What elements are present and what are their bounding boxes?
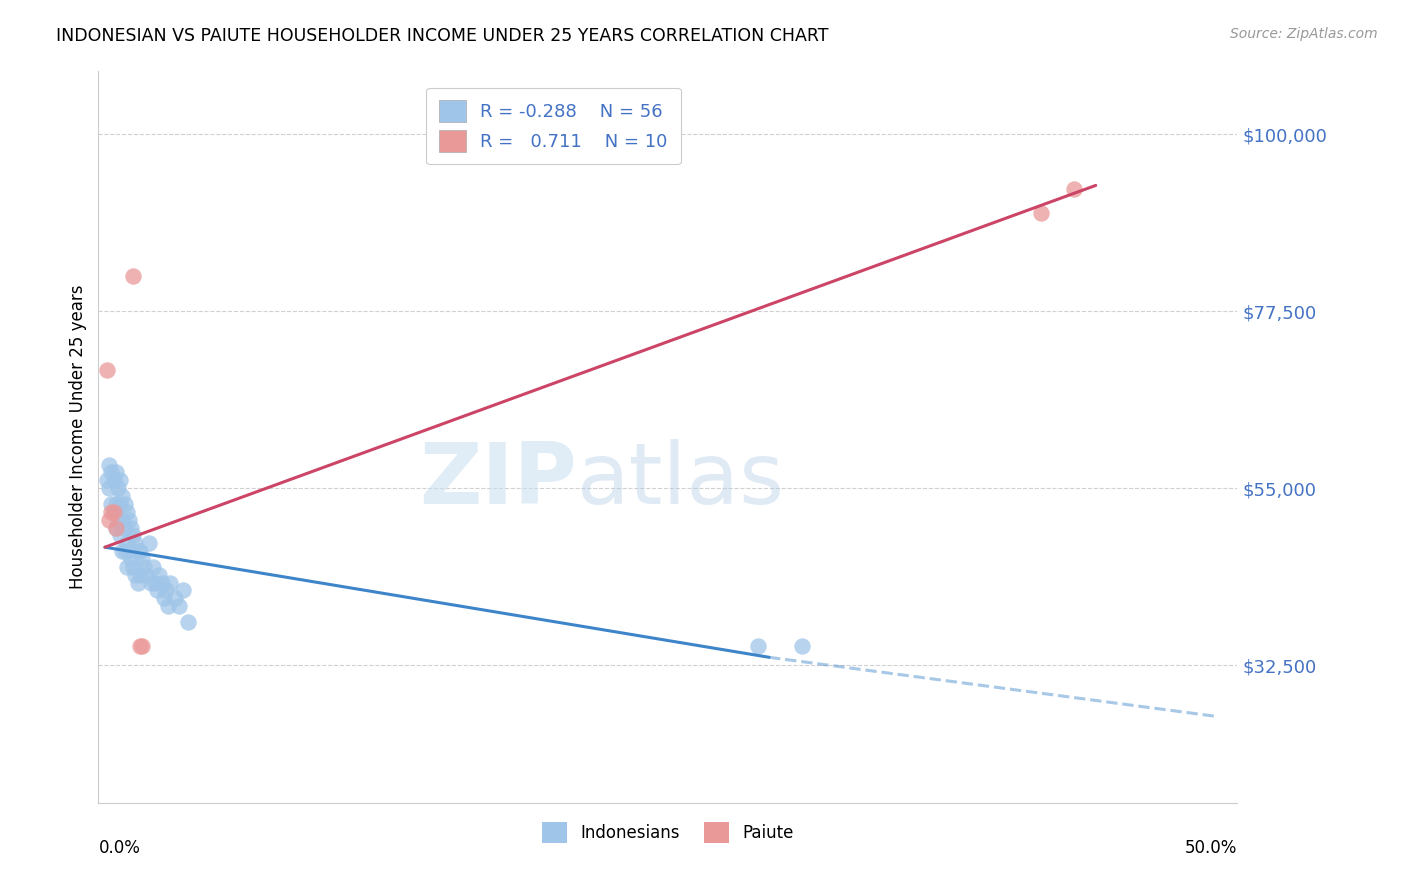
Point	[96, 363, 118, 377]
Point	[124, 567, 146, 582]
Point	[157, 599, 180, 614]
Point	[115, 559, 138, 574]
Point	[120, 552, 142, 566]
Point	[104, 497, 127, 511]
Point	[142, 559, 165, 574]
Point	[150, 575, 173, 590]
Point	[114, 544, 136, 558]
Point	[103, 505, 125, 519]
Point	[98, 458, 121, 472]
Point	[96, 473, 118, 487]
Point	[107, 513, 129, 527]
Point	[790, 639, 813, 653]
Point	[131, 639, 153, 653]
Point	[134, 559, 156, 574]
Point	[127, 575, 149, 590]
Point	[172, 583, 194, 598]
Point	[104, 520, 127, 534]
Point	[115, 536, 138, 550]
Point	[100, 505, 122, 519]
Point	[114, 520, 136, 534]
Point	[100, 466, 122, 480]
Point	[103, 505, 125, 519]
Point	[100, 497, 122, 511]
Point	[167, 599, 190, 614]
Point	[104, 466, 127, 480]
Point	[120, 520, 142, 534]
Point	[122, 528, 145, 542]
Point	[111, 544, 134, 558]
Point	[98, 513, 121, 527]
Point	[128, 567, 150, 582]
Point	[148, 567, 170, 582]
Y-axis label: Householder Income Under 25 years: Householder Income Under 25 years	[69, 285, 87, 590]
Point	[176, 615, 198, 629]
Point	[103, 473, 125, 487]
Point	[118, 513, 141, 527]
Point	[111, 513, 134, 527]
Point	[128, 544, 150, 558]
Point	[146, 583, 169, 598]
Text: 0.0%: 0.0%	[98, 839, 141, 857]
Text: INDONESIAN VS PAIUTE HOUSEHOLDER INCOME UNDER 25 YEARS CORRELATION CHART: INDONESIAN VS PAIUTE HOUSEHOLDER INCOME …	[56, 27, 828, 45]
Point	[118, 544, 141, 558]
Point	[107, 481, 129, 495]
Point	[152, 591, 174, 606]
Point	[122, 268, 145, 283]
Text: ZIP: ZIP	[419, 440, 576, 523]
Point	[108, 473, 131, 487]
Point	[98, 481, 121, 495]
Point	[135, 567, 157, 582]
Point	[108, 528, 131, 542]
Point	[138, 536, 160, 550]
Point	[104, 520, 127, 534]
Point	[747, 639, 769, 653]
Point	[131, 552, 153, 566]
Point	[122, 559, 145, 574]
Point	[143, 575, 166, 590]
Legend: Indonesians, Paiute: Indonesians, Paiute	[534, 815, 801, 849]
Point	[127, 544, 149, 558]
Point	[114, 497, 136, 511]
Point	[124, 536, 146, 550]
Point	[1063, 182, 1085, 196]
Point	[163, 591, 186, 606]
Text: atlas: atlas	[576, 440, 785, 523]
Point	[159, 575, 181, 590]
Point	[139, 575, 162, 590]
Text: 50.0%: 50.0%	[1185, 839, 1237, 857]
Point	[108, 497, 131, 511]
Point	[115, 505, 138, 519]
Point	[111, 489, 134, 503]
Point	[1031, 206, 1053, 220]
Point	[155, 583, 177, 598]
Point	[128, 639, 150, 653]
Text: Source: ZipAtlas.com: Source: ZipAtlas.com	[1230, 27, 1378, 41]
